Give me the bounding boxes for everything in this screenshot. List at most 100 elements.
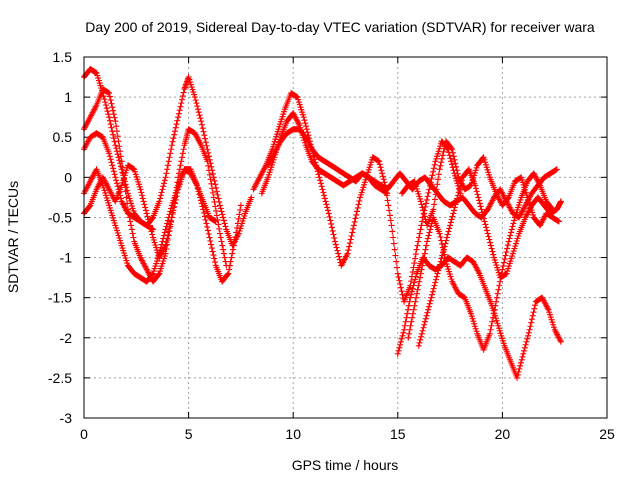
y-tick-label: -2.5 xyxy=(48,370,72,386)
data-point xyxy=(221,220,228,227)
data-point xyxy=(304,129,311,136)
data-point xyxy=(172,196,179,203)
data-point xyxy=(429,288,436,295)
data-point xyxy=(214,191,221,198)
data-point xyxy=(237,206,244,213)
data-point xyxy=(303,123,310,130)
data-point xyxy=(173,121,180,128)
data-point xyxy=(228,254,235,261)
data-point xyxy=(490,310,497,317)
data-point xyxy=(224,271,231,278)
data-point xyxy=(215,195,222,202)
data-point xyxy=(141,201,148,208)
data-point xyxy=(170,135,177,142)
data-point xyxy=(164,231,171,238)
data-point xyxy=(354,204,361,211)
data-point xyxy=(354,208,361,215)
data-point xyxy=(386,212,393,219)
data-point xyxy=(328,220,335,227)
data-point xyxy=(483,224,490,231)
data-point xyxy=(122,188,129,195)
data-point xyxy=(431,161,438,168)
data-point xyxy=(405,302,412,309)
data-point xyxy=(430,165,437,172)
data-point xyxy=(476,197,483,204)
data-point xyxy=(430,285,437,292)
data-point xyxy=(208,163,215,170)
y-tick-label: -1.5 xyxy=(48,290,72,306)
data-point xyxy=(115,186,122,193)
data-point xyxy=(178,158,185,165)
data-point xyxy=(176,107,183,114)
data-point xyxy=(213,212,220,219)
data-point xyxy=(219,242,226,249)
data-point xyxy=(114,151,121,158)
data-point xyxy=(422,315,429,322)
data-point xyxy=(476,200,483,207)
data-point xyxy=(209,248,216,255)
data-point xyxy=(158,189,165,196)
data-point xyxy=(380,176,387,183)
y-tick-label: 1.5 xyxy=(53,49,73,65)
data-point xyxy=(323,201,330,208)
data-point xyxy=(433,273,440,280)
data-point xyxy=(353,211,360,218)
data-point xyxy=(438,159,445,166)
data-point xyxy=(218,208,225,215)
data-point xyxy=(424,238,431,245)
data-point xyxy=(376,161,383,168)
data-points xyxy=(81,66,564,381)
data-point xyxy=(114,183,121,190)
data-point xyxy=(389,228,396,235)
data-point xyxy=(401,326,408,333)
data-point xyxy=(427,226,434,233)
data-point xyxy=(317,180,324,187)
data-point xyxy=(415,282,422,289)
data-point xyxy=(447,219,454,226)
data-point xyxy=(113,128,120,135)
data-point xyxy=(157,192,164,199)
data-point xyxy=(116,143,123,150)
data-point xyxy=(331,235,338,242)
data-point xyxy=(149,215,156,222)
data-point xyxy=(106,153,113,160)
data-point xyxy=(420,324,427,331)
data-point xyxy=(160,183,167,190)
data-point xyxy=(455,189,462,196)
data-point xyxy=(397,284,404,291)
data-point xyxy=(475,194,482,201)
y-tick-label: -2 xyxy=(60,330,73,346)
data-point xyxy=(407,322,414,329)
data-point xyxy=(493,294,500,301)
data-point xyxy=(528,319,535,326)
data-point xyxy=(221,254,228,261)
data-point xyxy=(394,350,401,357)
data-point xyxy=(202,216,209,223)
data-point xyxy=(440,249,447,256)
series-track-5 xyxy=(81,130,157,233)
data-point xyxy=(385,202,392,209)
data-point xyxy=(180,146,187,153)
data-point xyxy=(452,201,459,208)
data-point xyxy=(319,186,326,193)
data-point xyxy=(105,111,112,118)
data-point xyxy=(335,250,342,257)
data-point xyxy=(168,217,175,224)
data-point xyxy=(436,264,443,271)
data-point xyxy=(453,167,460,174)
data-point xyxy=(446,152,453,159)
data-point xyxy=(106,90,113,97)
data-point xyxy=(425,303,432,310)
data-point xyxy=(219,211,226,218)
data-point xyxy=(417,274,424,281)
data-point xyxy=(427,297,434,304)
data-point xyxy=(423,200,430,207)
data-point xyxy=(334,247,341,254)
data-point xyxy=(448,145,455,152)
data-point xyxy=(448,161,455,168)
data-point xyxy=(113,145,120,152)
data-point xyxy=(504,245,511,252)
data-point xyxy=(381,179,388,186)
data-point xyxy=(437,162,444,169)
data-point xyxy=(108,100,115,107)
